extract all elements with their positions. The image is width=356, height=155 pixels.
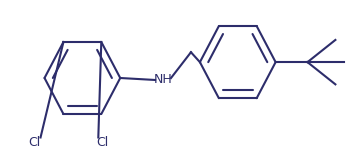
- Text: NH: NH: [154, 73, 172, 86]
- Text: Cl: Cl: [96, 136, 109, 149]
- Text: Cl: Cl: [28, 136, 41, 149]
